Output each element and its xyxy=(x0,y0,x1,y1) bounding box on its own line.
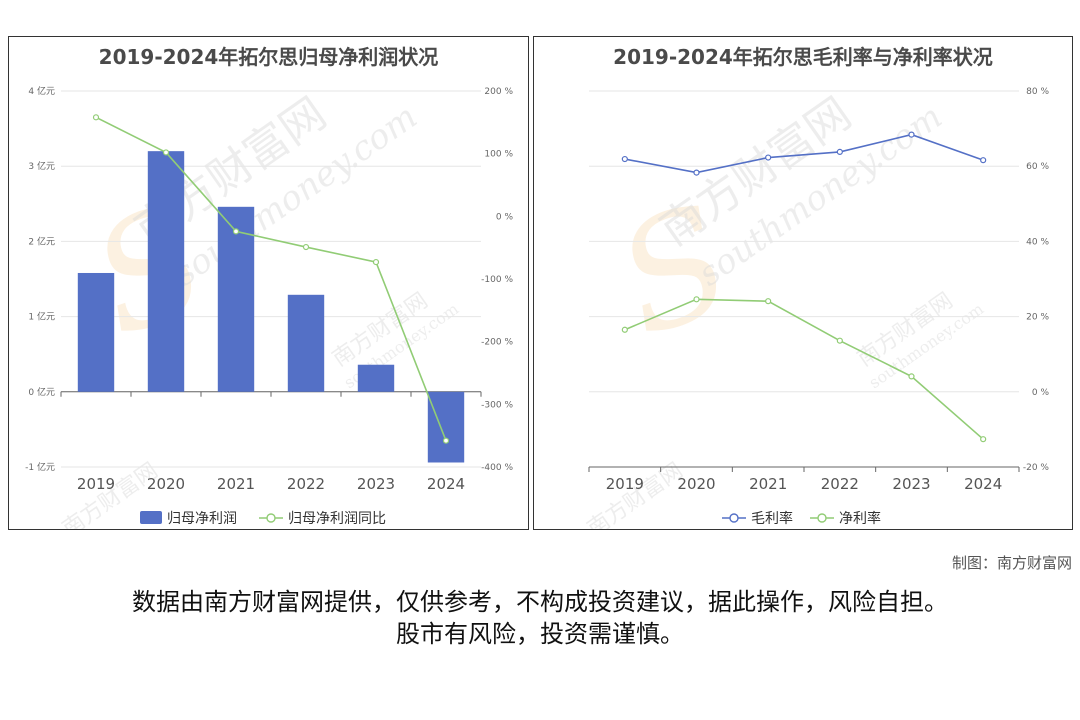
legend-line-marker xyxy=(266,513,276,523)
watermark-group: S南方财富网southmoney.com南方财富网southmoney.com南… xyxy=(583,88,987,530)
legend: 归母净利润 归母净利润同比 xyxy=(140,510,386,527)
series-0-point-2024 xyxy=(980,157,987,164)
watermark-group: S南方财富网southmoney.com南方财富网southmoney.com南… xyxy=(58,88,462,529)
right-axis-tick-label: -100 % xyxy=(481,275,513,285)
x-tick-label-2021: 2021 xyxy=(217,475,255,493)
left-chart-panel: 2019-2024年拓尔思归母净利润状况 S南方财富网southmoney.co… xyxy=(8,36,529,530)
yoy-point-2021 xyxy=(232,228,240,235)
chart-credit: 制图：南方财富网 xyxy=(951,554,1072,572)
right-axis-tick-label: 20 % xyxy=(1026,313,1049,323)
right-axis-tick-label: 200 % xyxy=(484,87,513,97)
bar-2020 xyxy=(147,151,185,392)
left-axis-tick-label: 2 亿元 xyxy=(28,235,55,247)
series-0-point-2023 xyxy=(908,131,915,138)
bar-2023 xyxy=(357,364,395,392)
series-0-point-2021 xyxy=(765,154,772,161)
right-axis-tick-label: -20 % xyxy=(1023,463,1050,473)
left-axis-tick-label: 1 亿元 xyxy=(28,311,55,323)
bar-2024 xyxy=(427,391,465,463)
legend-label-1: 净利率 xyxy=(839,510,881,527)
x-tick-label-2024: 2024 xyxy=(964,475,1002,493)
left-chart-svg: S南方财富网southmoney.com南方财富网southmoney.com南… xyxy=(25,85,514,529)
x-tick-label-2023: 2023 xyxy=(357,475,395,493)
right-axis-tick-label: 100 % xyxy=(484,150,513,160)
legend-bar-swatch xyxy=(140,511,162,524)
bar-2021 xyxy=(217,206,255,392)
series-1-point-2022 xyxy=(836,337,843,344)
right-axis-tick-label: 0 % xyxy=(496,212,514,222)
x-tick-label-2020: 2020 xyxy=(677,475,715,493)
right-chart-title: 2019-2024年拓尔思毛利率与净利率状况 xyxy=(613,45,993,69)
legend-marker-0 xyxy=(729,513,739,523)
x-tick-label-2021: 2021 xyxy=(749,475,787,493)
legend-bar-label: 归母净利润 xyxy=(167,510,237,527)
disclaimer-line-2: 股市有风险，投资需谨慎。 xyxy=(396,620,684,648)
series-0-point-2022 xyxy=(836,148,843,156)
right-axis-tick-label: 40 % xyxy=(1026,237,1049,247)
legend-label-0: 毛利率 xyxy=(751,510,793,527)
yoy-point-2024 xyxy=(442,437,450,444)
right-axis-tick-label: 0 % xyxy=(1032,388,1050,398)
right-axis-tick-label: -400 % xyxy=(481,463,513,473)
series-0-point-2020 xyxy=(693,169,700,176)
legend-line-label: 归母净利润同比 xyxy=(288,510,386,527)
right-chart-panel: 2019-2024年拓尔思毛利率与净利率状况 S 南方财富网 southmoney.… xyxy=(533,36,1073,530)
series-1-point-2021 xyxy=(765,298,772,305)
yoy-line xyxy=(95,116,447,441)
x-tick-label-2022: 2022 xyxy=(821,475,859,493)
yoy-point-2019 xyxy=(92,114,100,121)
yoy-point-2022 xyxy=(302,243,310,251)
legend-marker-1 xyxy=(817,513,827,523)
watermark-cn-small-2: 南方财富网 xyxy=(583,458,687,530)
right-axis-tick-label: 80 % xyxy=(1026,87,1049,97)
x-tick-label-2019: 2019 xyxy=(77,475,115,493)
right-axis-tick-label: -300 % xyxy=(481,400,513,410)
yoy-point-2023 xyxy=(372,258,380,266)
x-tick-label-2020: 2020 xyxy=(147,475,185,493)
disclaimer-line-1: 数据由南方财富网提供，仅供参考，不构成投资建议，据此操作，风险自担。 xyxy=(132,588,948,616)
x-tick-label-2022: 2022 xyxy=(287,475,325,493)
bar-2022 xyxy=(287,294,325,392)
x-tick-label-2019: 2019 xyxy=(606,475,644,493)
series-1-point-2024 xyxy=(980,436,987,443)
right-axis-tick-label: 60 % xyxy=(1026,162,1049,172)
series-1-point-2019 xyxy=(621,326,628,333)
left-axis-tick-label: 0 亿元 xyxy=(28,386,55,398)
left-axis-tick-label: 4 亿元 xyxy=(28,85,55,97)
left-axis-tick-label: -1 亿元 xyxy=(25,461,55,473)
x-tick-label-2024: 2024 xyxy=(427,475,465,493)
left-chart-title: 2019-2024年拓尔思归母净利润状况 xyxy=(98,45,439,69)
right-chart-svg: S南方财富网southmoney.com南方财富网southmoney.com南… xyxy=(583,87,1050,530)
legend: 毛利率 净利率 xyxy=(722,510,881,527)
series-1-point-2020 xyxy=(693,296,700,303)
series-0-point-2019 xyxy=(621,155,628,163)
bar-2019 xyxy=(77,272,115,392)
x-tick-label-2023: 2023 xyxy=(892,475,930,493)
left-axis-tick-label: 3 亿元 xyxy=(28,160,55,172)
series-line-1 xyxy=(624,298,984,440)
series-1-point-2023 xyxy=(908,373,915,380)
yoy-point-2020 xyxy=(162,149,170,156)
right-axis-tick-label: -200 % xyxy=(481,338,513,348)
series-line-0 xyxy=(624,133,984,174)
